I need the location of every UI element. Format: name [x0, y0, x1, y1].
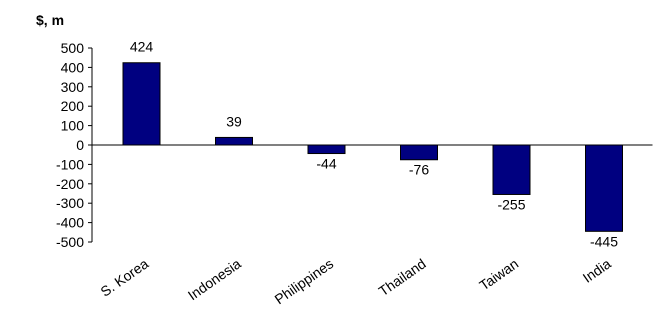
y-tick-label: 300: [61, 79, 85, 95]
y-tick-label: -400: [56, 215, 84, 231]
bar-indonesia: [215, 136, 253, 146]
category-labels: S. Korea Indonesia Philippines Thailand Taiw…: [97, 255, 613, 307]
category-label: S. Korea: [97, 255, 151, 299]
bars: [122, 62, 623, 232]
category-label: Indonesia: [185, 255, 244, 303]
category-label: Philippines: [272, 255, 337, 307]
y-tick-label: 200: [61, 98, 85, 114]
y-tick-label: -200: [56, 176, 84, 192]
y-tick-label: 500: [61, 40, 85, 56]
y-axis-ticks: 500 400 300 200 100 0 -100 -200 -300 -400 -500: [56, 40, 92, 250]
bar-taiwan: [492, 144, 531, 195]
category-label: Taiwan: [476, 255, 521, 293]
y-tick-label: -500: [56, 234, 84, 250]
bar-philippines: [307, 144, 346, 155]
y-tick-label: -100: [56, 156, 84, 172]
data-labels: 424 39 -44 -76 -255 -445: [130, 39, 618, 250]
data-label: -76: [409, 162, 429, 178]
y-tick-label: 100: [61, 118, 85, 134]
data-label: 424: [130, 39, 154, 55]
data-label: 39: [226, 113, 242, 129]
y-tick-label: -300: [56, 195, 84, 211]
bar-india: [585, 144, 623, 232]
data-label: -44: [316, 156, 336, 172]
y-axis-label: $, m: [36, 12, 64, 28]
bar-s-korea: [122, 62, 161, 146]
category-label: Thailand: [376, 255, 429, 299]
y-tick-label: 0: [76, 137, 84, 153]
category-label: India: [580, 255, 614, 286]
data-label: -445: [590, 233, 618, 249]
bar-thailand: [400, 144, 438, 161]
y-tick-label: 400: [61, 59, 85, 75]
data-label: -255: [497, 196, 525, 212]
